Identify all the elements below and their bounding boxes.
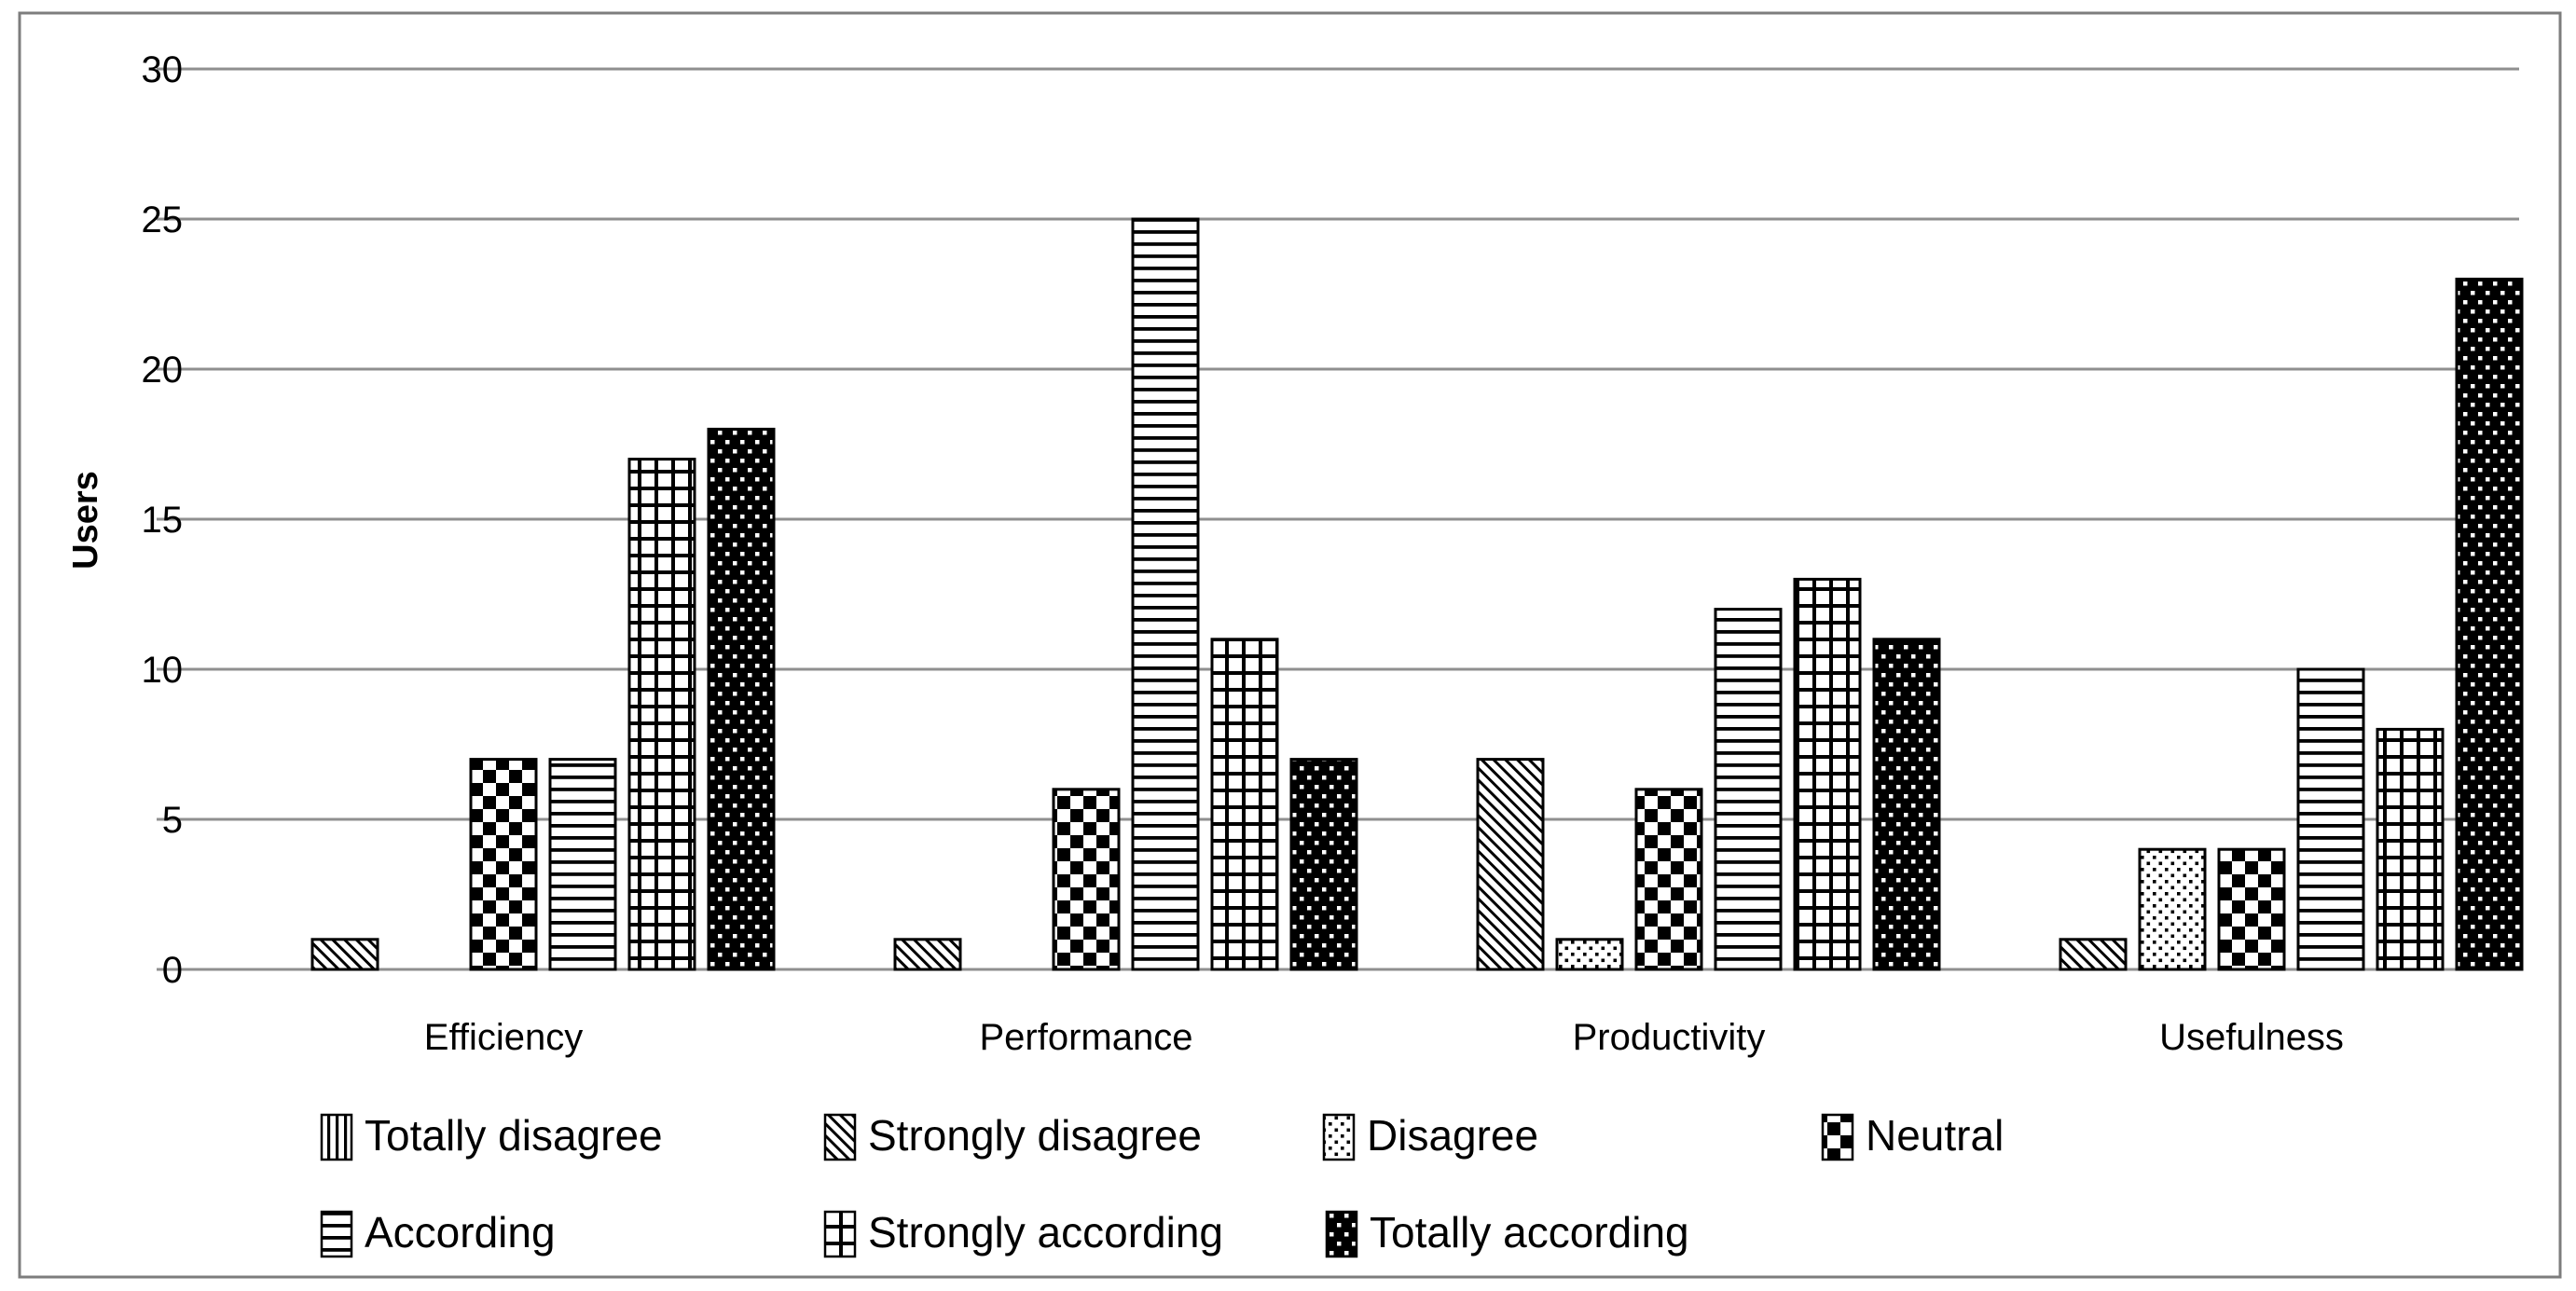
bar-efficiency-according bbox=[548, 758, 617, 971]
bar-usefulness-according bbox=[2296, 667, 2365, 971]
legend-label-strongly-disagree: Strongly disagree bbox=[868, 1111, 1202, 1160]
bar-productivity-strongly-according bbox=[1793, 577, 1862, 971]
bar-productivity-strongly-disagree bbox=[1476, 758, 1545, 971]
bar-performance-strongly-according bbox=[1210, 638, 1279, 971]
y-tick-label-10: 10 bbox=[142, 650, 184, 691]
bar-performance-strongly-disagree bbox=[893, 938, 962, 971]
x-category-label-performance: Performance bbox=[980, 1017, 1193, 1058]
bar-efficiency-neutral bbox=[469, 758, 538, 971]
legend-swatch-totally-according bbox=[1325, 1210, 1358, 1258]
bar-productivity-totally-according bbox=[1872, 638, 1941, 971]
legend-swatch-disagree bbox=[1322, 1113, 1356, 1161]
bar-efficiency-strongly-according bbox=[627, 458, 696, 971]
y-tick-label-25: 25 bbox=[142, 199, 184, 240]
bar-productivity-neutral bbox=[1634, 788, 1703, 971]
x-category-label-productivity: Productivity bbox=[1573, 1017, 1766, 1058]
y-tick-label-30: 30 bbox=[142, 49, 184, 90]
x-axis-category-labels: Efficiency Performance Productivity Usefuln… bbox=[424, 1017, 2344, 1058]
bar-usefulness-strongly-according bbox=[2376, 727, 2445, 971]
legend-swatch-totally-disagree bbox=[320, 1113, 353, 1161]
bar-usefulness-totally-according bbox=[2455, 277, 2524, 971]
legend-swatch-strongly-disagree bbox=[823, 1113, 857, 1161]
bar-usefulness-neutral bbox=[2217, 847, 2286, 971]
legend: Totally disagree Strongly disagree Disagre… bbox=[320, 1111, 2004, 1258]
y-tick-label-0: 0 bbox=[162, 950, 183, 991]
x-category-label-efficiency: Efficiency bbox=[424, 1017, 583, 1058]
chart-frame-border bbox=[18, 11, 2562, 1279]
legend-label-neutral: Neutral bbox=[1866, 1111, 2004, 1160]
bars-layer bbox=[310, 217, 2524, 971]
legend-label-totally-according: Totally according bbox=[1370, 1208, 1689, 1257]
chart-frame bbox=[20, 13, 2560, 1277]
bar-efficiency-strongly-disagree bbox=[310, 938, 379, 971]
legend-label-disagree: Disagree bbox=[1367, 1111, 1538, 1160]
y-axis-title: Users bbox=[66, 471, 105, 570]
bar-productivity-according bbox=[1714, 608, 1783, 971]
legend-swatch-strongly-according bbox=[823, 1210, 857, 1258]
bar-usefulness-strongly-disagree bbox=[2059, 938, 2128, 971]
y-axis-tick-labels: 0 5 10 15 20 25 30 bbox=[142, 49, 184, 991]
y-tick-label-5: 5 bbox=[162, 800, 183, 841]
legend-label-according: According bbox=[365, 1208, 556, 1257]
bar-efficiency-totally-according bbox=[707, 427, 776, 971]
bar-performance-totally-according bbox=[1289, 758, 1358, 971]
y-tick-label-20: 20 bbox=[142, 350, 184, 391]
bar-productivity-disagree bbox=[1555, 938, 1624, 971]
bar-performance-neutral bbox=[1052, 788, 1121, 971]
legend-swatch-neutral bbox=[1821, 1113, 1854, 1161]
bar-usefulness-disagree bbox=[2138, 847, 2207, 971]
y-tick-label-15: 15 bbox=[142, 500, 184, 541]
legend-swatch-according bbox=[320, 1210, 353, 1258]
legend-label-totally-disagree: Totally disagree bbox=[365, 1111, 663, 1160]
x-category-label-usefulness: Usefulness bbox=[2159, 1017, 2344, 1058]
bar-performance-according bbox=[1131, 217, 1200, 971]
legend-label-strongly-according: Strongly according bbox=[868, 1208, 1223, 1257]
